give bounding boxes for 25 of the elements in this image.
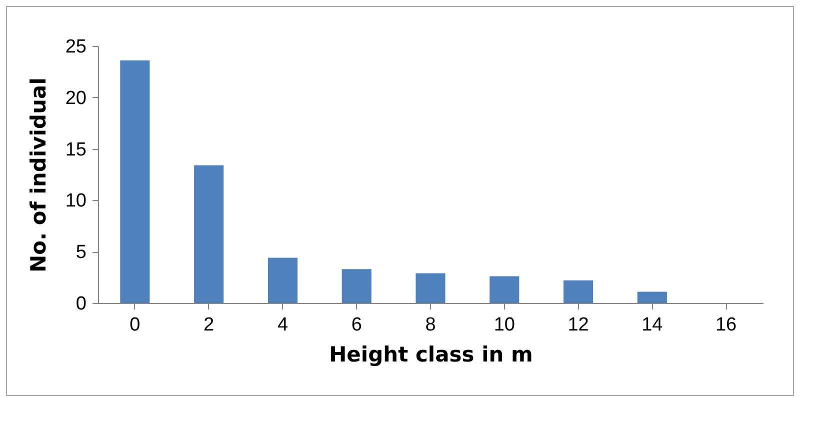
x-tick-label: 8	[425, 314, 436, 336]
y-tick-label: 25	[65, 36, 86, 58]
x-tick-label: 14	[642, 314, 664, 336]
x-axis-title: Height class in m	[329, 342, 533, 366]
bar	[490, 276, 520, 303]
x-tick-label: 2	[204, 314, 214, 336]
y-tick-label: 5	[76, 242, 86, 264]
bar	[564, 280, 594, 303]
x-tick-label: 4	[277, 314, 288, 336]
y-tick-label: 20	[65, 88, 86, 109]
y-tick-label: 10	[65, 190, 86, 212]
bar	[194, 165, 224, 303]
bar	[120, 60, 150, 303]
x-tick-label: 12	[568, 314, 589, 336]
bar	[342, 269, 372, 303]
x-tick-label: 10	[494, 314, 515, 336]
x-tick-label: 16	[715, 314, 737, 336]
y-tick-label: 15	[65, 139, 86, 160]
bar	[416, 273, 446, 303]
x-tick-label: 6	[351, 314, 362, 336]
bar	[637, 292, 667, 303]
bar	[268, 258, 298, 303]
y-axis-title: No. of individual	[26, 78, 50, 272]
y-tick-label: 0	[76, 294, 86, 314]
x-tick-label: 0	[130, 314, 140, 336]
